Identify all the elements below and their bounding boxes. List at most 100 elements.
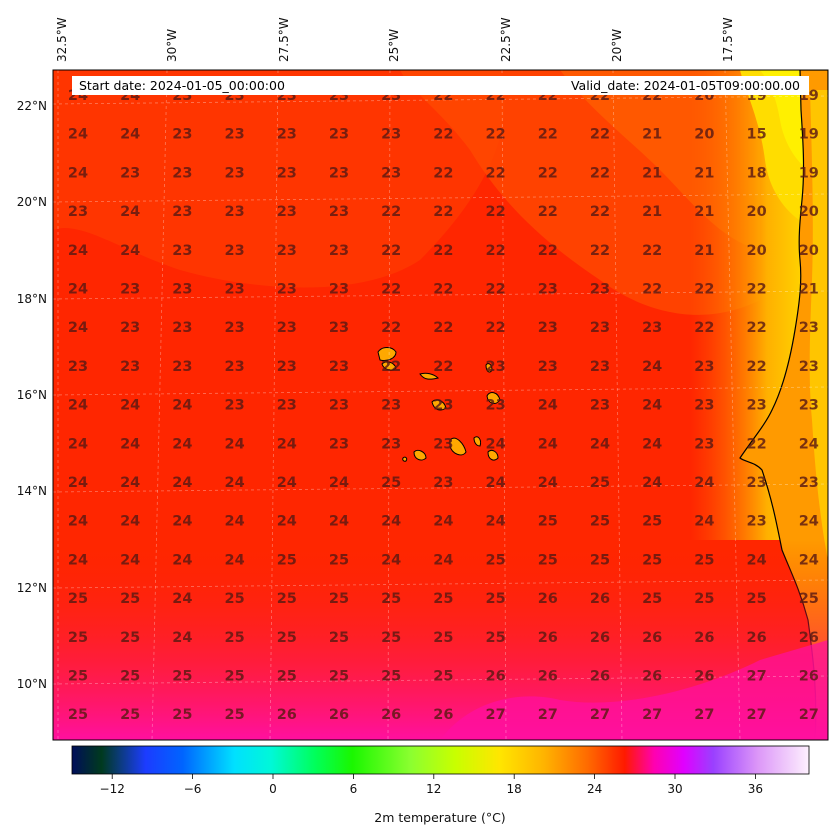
temperature-value: 23	[538, 320, 558, 336]
temperature-value: 23	[329, 204, 349, 220]
temperature-value: 25	[642, 552, 662, 568]
temperature-value: 23	[225, 320, 245, 336]
temperature-value: 26	[694, 630, 714, 646]
temperature-value: 24	[642, 436, 662, 452]
temperature-value: 18	[747, 165, 767, 181]
temperature-value: 26	[799, 630, 819, 646]
temperature-value: 22	[381, 320, 401, 336]
temperature-value: 26	[277, 707, 297, 723]
temperature-value: 23	[329, 359, 349, 375]
temperature-value: 24	[433, 514, 453, 530]
temperature-value: 26	[799, 669, 819, 685]
temperature-value: 20	[694, 127, 714, 143]
temperature-value: 25	[381, 669, 401, 685]
temperature-value: 22	[694, 320, 714, 336]
temperature-value: 23	[225, 165, 245, 181]
temperature-value: 23	[433, 436, 453, 452]
temperature-value: 21	[642, 127, 662, 143]
temperature-value: 22	[486, 127, 506, 143]
temperature-value: 24	[225, 514, 245, 530]
temperature-value: 25	[120, 591, 140, 607]
temperature-value: 25	[694, 552, 714, 568]
temperature-value: 23	[799, 320, 819, 336]
temperature-value: 25	[225, 630, 245, 646]
temperature-value: 22	[486, 320, 506, 336]
temperature-value: 25	[433, 630, 453, 646]
temperature-value: 25	[799, 591, 819, 607]
lon-label: 20°W	[610, 29, 624, 62]
temperature-value: 24	[120, 514, 140, 530]
temperature-value: 23	[172, 359, 192, 375]
lat-label: 18°N	[17, 292, 47, 306]
temperature-value: 25	[486, 630, 506, 646]
temperature-value: 24	[642, 398, 662, 414]
temperature-value: 25	[172, 707, 192, 723]
temperature-value: 23	[225, 359, 245, 375]
temperature-value: 23	[329, 165, 349, 181]
temperature-value: 24	[799, 552, 819, 568]
temperature-value: 25	[486, 552, 506, 568]
temperature-value: 24	[172, 436, 192, 452]
temperature-value: 23	[68, 204, 88, 220]
temperature-value: 26	[642, 630, 662, 646]
temperature-value: 23	[329, 127, 349, 143]
temperature-value: 24	[68, 127, 88, 143]
temperature-value: 23	[277, 282, 297, 298]
temperature-value: 25	[590, 552, 610, 568]
temperature-value: 23	[590, 282, 610, 298]
temperature-value: 23	[329, 436, 349, 452]
temperature-value: 22	[433, 243, 453, 259]
temperature-value: 24	[225, 552, 245, 568]
temperature-value: 24	[277, 475, 297, 491]
map-frame	[52, 69, 829, 741]
temperature-value: 24	[120, 398, 140, 414]
temperature-value: 24	[329, 475, 349, 491]
temperature-value: 23	[225, 204, 245, 220]
temperature-value: 24	[799, 436, 819, 452]
temperature-value: 25	[120, 630, 140, 646]
temperature-value: 24	[225, 475, 245, 491]
temperature-value: 23	[277, 243, 297, 259]
lat-label: 10°N	[17, 677, 47, 691]
latitude-labels: 22°N 20°N 18°N 16°N 14°N 12°N 10°N	[17, 99, 47, 691]
temperature-value: 23	[538, 282, 558, 298]
temperature-value: 26	[486, 669, 506, 685]
temperature-value: 23	[694, 359, 714, 375]
colorbar-tick-label: −12	[100, 782, 125, 796]
temperature-value: 24	[68, 165, 88, 181]
temperature-value: 23	[68, 359, 88, 375]
temperature-value: 23	[277, 127, 297, 143]
temperature-value: 24	[120, 436, 140, 452]
header-box	[72, 76, 809, 95]
temperature-value: 23	[172, 127, 192, 143]
temperature-value: 24	[590, 436, 610, 452]
temperature-value: 25	[225, 669, 245, 685]
temperature-value: 25	[694, 591, 714, 607]
temperature-value: 23	[277, 359, 297, 375]
temperature-value: 24	[68, 320, 88, 336]
temperature-value: 23	[277, 398, 297, 414]
temperature-value: 26	[538, 669, 558, 685]
temperature-value: 24	[486, 436, 506, 452]
temperature-value: 23	[329, 243, 349, 259]
temperature-value: 24	[172, 591, 192, 607]
temperature-value: 27	[694, 707, 714, 723]
temperature-value: 22	[538, 165, 558, 181]
temperature-value: 24	[277, 436, 297, 452]
temperature-value: 24	[68, 282, 88, 298]
temperature-value: 22	[486, 204, 506, 220]
temperature-value: 23	[172, 204, 192, 220]
temperature-value: 25	[538, 514, 558, 530]
temperature-value: 25	[381, 475, 401, 491]
temperature-value: 23	[120, 320, 140, 336]
temperature-value: 24	[120, 204, 140, 220]
temperature-value: 23	[747, 398, 767, 414]
temperature-value: 21	[642, 165, 662, 181]
temperature-value: 24	[68, 552, 88, 568]
temperature-value: 24	[120, 552, 140, 568]
temperature-value: 20	[747, 243, 767, 259]
temperature-value: 23	[277, 165, 297, 181]
temperature-value: 23	[590, 359, 610, 375]
temperature-value: 26	[381, 707, 401, 723]
